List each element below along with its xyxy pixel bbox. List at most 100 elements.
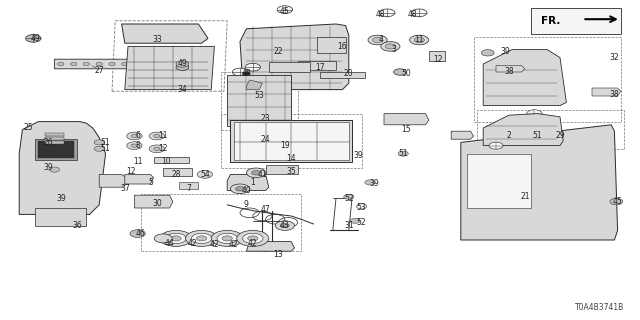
Text: 24: 24 (260, 135, 271, 144)
Circle shape (127, 132, 142, 140)
Text: 17: 17 (315, 63, 325, 72)
Circle shape (372, 37, 383, 43)
Circle shape (154, 134, 160, 138)
Circle shape (171, 236, 181, 241)
Polygon shape (246, 242, 294, 251)
Text: 26: 26 (43, 138, 53, 147)
Circle shape (230, 184, 250, 194)
Bar (163, 168, 192, 176)
Bar (234, 122, 349, 160)
Bar (38, 141, 74, 158)
Circle shape (481, 50, 494, 56)
Circle shape (191, 233, 212, 244)
Text: 20: 20 (344, 69, 354, 78)
Bar (429, 51, 445, 61)
Circle shape (368, 35, 387, 45)
Text: 45: 45 (280, 7, 290, 16)
Circle shape (122, 62, 128, 66)
Circle shape (176, 61, 189, 67)
Circle shape (236, 187, 244, 191)
Circle shape (344, 194, 354, 199)
Bar (45, 133, 64, 136)
Circle shape (527, 110, 542, 117)
Circle shape (109, 62, 115, 66)
Text: 7: 7 (186, 184, 191, 193)
Text: 10: 10 (161, 157, 172, 166)
Circle shape (94, 140, 104, 145)
Circle shape (248, 236, 258, 241)
Polygon shape (19, 122, 106, 214)
Text: 27: 27 (94, 66, 104, 75)
Circle shape (350, 218, 360, 223)
Text: FR.: FR. (541, 16, 560, 26)
Bar (45, 137, 64, 140)
Text: 47: 47 (260, 205, 271, 214)
Polygon shape (54, 59, 147, 69)
Circle shape (385, 44, 396, 49)
Text: 48: 48 (376, 10, 386, 19)
Circle shape (131, 144, 138, 147)
Polygon shape (384, 114, 429, 125)
Bar (230, 120, 352, 162)
Text: 16: 16 (337, 42, 348, 51)
Circle shape (243, 233, 263, 244)
Text: 12: 12 (434, 55, 443, 64)
Circle shape (70, 62, 77, 66)
Polygon shape (122, 24, 208, 43)
Text: 13: 13 (273, 250, 284, 259)
Circle shape (381, 42, 400, 51)
Text: 39: 39 (43, 164, 53, 172)
Text: 4: 4 (378, 36, 383, 44)
Text: 40: 40 (241, 186, 252, 195)
Text: 37: 37 (120, 184, 130, 193)
Circle shape (275, 221, 294, 230)
Circle shape (380, 9, 395, 17)
Text: 39: 39 (353, 151, 364, 160)
Bar (35, 208, 86, 226)
Text: 46: 46 (136, 229, 146, 238)
Text: 19: 19 (280, 141, 290, 150)
Text: 1: 1 (250, 178, 255, 187)
Circle shape (365, 180, 375, 185)
Text: 44: 44 (164, 239, 175, 248)
Circle shape (252, 171, 260, 175)
Circle shape (243, 72, 250, 76)
Bar (35, 139, 77, 160)
Text: 52: 52 (356, 218, 367, 227)
Bar (45, 141, 64, 144)
Circle shape (211, 230, 243, 246)
Circle shape (131, 62, 138, 66)
Polygon shape (125, 174, 154, 184)
Circle shape (154, 147, 160, 150)
Circle shape (130, 230, 145, 237)
Text: 38: 38 (504, 68, 514, 76)
Circle shape (414, 37, 424, 43)
Circle shape (196, 236, 207, 241)
Text: 48: 48 (241, 69, 252, 78)
Circle shape (394, 69, 406, 75)
Text: 39: 39 (369, 180, 380, 188)
Bar (154, 157, 189, 163)
Text: T0A4B3741B: T0A4B3741B (575, 303, 624, 312)
Polygon shape (227, 174, 269, 190)
Circle shape (398, 151, 408, 156)
Text: 11: 11 (133, 157, 142, 166)
Text: 38: 38 (609, 90, 620, 99)
Text: 11: 11 (159, 132, 168, 140)
Text: 53: 53 (356, 204, 367, 212)
Bar (298, 61, 336, 70)
Circle shape (197, 171, 212, 178)
Bar (317, 37, 346, 53)
Text: 14: 14 (286, 154, 296, 163)
Text: 32: 32 (609, 53, 620, 62)
Text: 31: 31 (344, 221, 354, 230)
Text: 45: 45 (612, 197, 623, 206)
Text: 11: 11 (415, 36, 424, 44)
Text: 25: 25 (24, 124, 34, 132)
Text: 42: 42 (248, 239, 258, 248)
Circle shape (58, 62, 64, 66)
Text: 23: 23 (260, 114, 271, 123)
Polygon shape (227, 75, 291, 126)
Text: 51: 51 (100, 138, 111, 147)
Circle shape (217, 233, 237, 244)
